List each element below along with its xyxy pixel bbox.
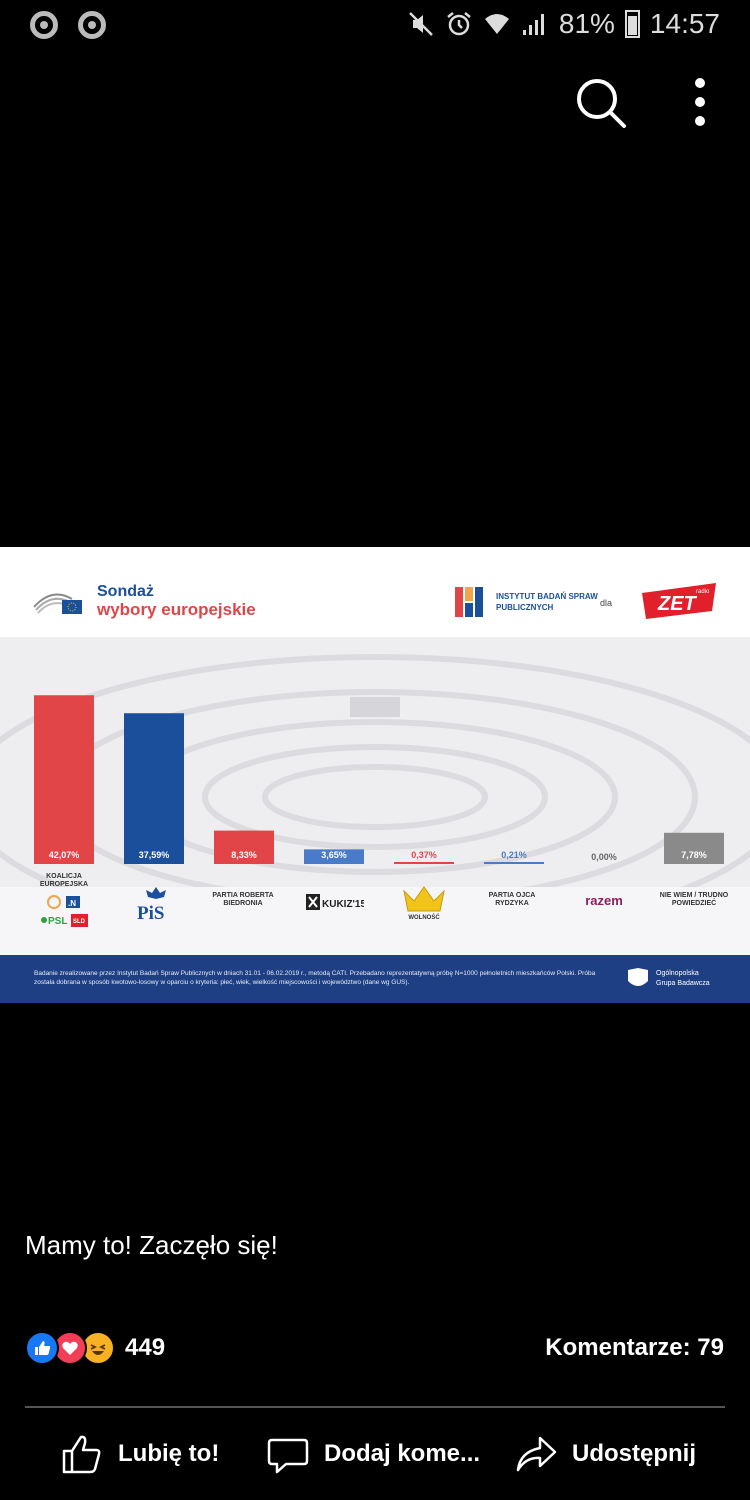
wifi-icon <box>484 14 509 34</box>
bar-value-label-5: 0,21% <box>501 850 527 860</box>
like-label: Lubię to! <box>118 1440 220 1467</box>
kukiz-logo: KUKIZ'15 <box>306 893 366 911</box>
clock: 14:57 <box>649 8 720 39</box>
party-sld-text: SLD <box>73 919 86 925</box>
share-label: Udostępnij <box>572 1440 696 1467</box>
bar-4 <box>394 862 454 864</box>
bar-value-label-1: 37,59% <box>139 850 170 860</box>
bar-3 <box>304 849 364 864</box>
party-label-biedron: PARTIA ROBERTA BIEDRONIA <box>212 892 274 907</box>
battery-percent: 81% <box>558 8 615 39</box>
reactions-count: 449 <box>125 1334 166 1361</box>
bar-1 <box>124 713 184 864</box>
radio-small-text: radio <box>696 589 710 595</box>
ogb-shield-icon <box>628 968 648 986</box>
methodology-note: Badanie zrealizowane przez Instytut Bada… <box>34 970 596 986</box>
institute-name: INSTYTUT BADAŃ SPRAW PUBLICZNYCH <box>496 592 598 612</box>
like-button[interactable]: Lubię to! <box>60 1424 219 1484</box>
wolnosc-logo-text: WOLNOŚĆ <box>408 913 440 921</box>
party-n-text: .N <box>68 899 76 908</box>
search-icon[interactable] <box>574 76 628 130</box>
party-psl-text: PSL <box>48 916 67 927</box>
infographic-header: Sondaż wybory europejskie INSTYTUT BADAŃ… <box>0 547 750 637</box>
poll-infographic[interactable]: Sondaż wybory europejskie INSTYTUT BADAŃ… <box>0 547 750 1003</box>
alarm-icon <box>447 12 471 36</box>
mute-icon <box>408 12 433 36</box>
comments-count-link[interactable]: Komentarze: 79 <box>545 1334 724 1361</box>
bar-value-label-3: 3,65% <box>321 850 347 860</box>
bar-value-label-4: 0,37% <box>411 850 437 860</box>
status-bar: 81% 14:57 <box>0 0 750 52</box>
post-text: Mamy to! Zaczęło się! <box>25 1230 278 1260</box>
radio-zet-text: ZET <box>657 593 698 615</box>
ogb-name: Ogólnopolska Grupa Badawcza <box>656 969 736 989</box>
kukiz-logo-text: KUKIZ'15 <box>322 899 364 910</box>
for-label: dla <box>600 598 613 608</box>
koalicja-logos: .N PSL SLD <box>40 895 90 929</box>
party-label-rydzyk: PARTIA OJCA RYDZYKA <box>488 892 536 907</box>
bar-value-label-6: 0,00% <box>591 852 617 862</box>
bar-5 <box>484 862 544 864</box>
razem-logo: razem <box>585 893 623 908</box>
parliament-background <box>0 637 750 955</box>
thumbs-up-icon <box>62 1435 101 1474</box>
bar-7 <box>664 832 724 864</box>
post-actions: Lubię to! Dodaj kome... Udostępnij <box>0 1424 750 1484</box>
bar-0 <box>34 695 94 864</box>
more-options-icon[interactable] <box>688 78 712 126</box>
infographic-footer: Badanie zrealizowane przez Instytut Bada… <box>0 955 750 1003</box>
battery-icon <box>624 10 640 38</box>
infographic-title-line1: Sondaż <box>97 583 154 600</box>
comment-button[interactable]: Dodaj kome... <box>266 1424 480 1484</box>
bar-value-label-7: 7,78% <box>681 850 707 860</box>
bar-value-label-0: 42,07% <box>49 850 80 860</box>
share-icon <box>516 1436 557 1472</box>
wolnosc-logo: WOLNOŚĆ <box>400 885 448 921</box>
bar-2 <box>214 830 274 864</box>
comment-label: Dodaj kome... <box>324 1440 481 1467</box>
chrome-notification-icon <box>78 11 106 39</box>
ibsp-logo <box>455 587 483 617</box>
poll-bar-chart: 42,07% 37,59% 8,33% 3,65% 0,37% 0,21% 0,00% 7,7… <box>34 695 724 864</box>
divider <box>25 1406 725 1408</box>
radio-zet-logo: ZET radio <box>642 583 716 619</box>
infographic-title-line2: wybory europejskie <box>97 600 256 619</box>
share-button[interactable]: Udostępnij <box>514 1424 696 1484</box>
bar-value-label-2: 8,33% <box>231 850 257 860</box>
pis-logo-text: PiS <box>137 903 164 923</box>
party-label-koalicja: KOALICJA EUROPEJSKA <box>39 873 89 888</box>
pis-logo: PiS <box>134 885 178 924</box>
like-reaction-icon <box>25 1331 59 1365</box>
comment-icon <box>267 1438 309 1474</box>
eu-parliament-logo <box>33 593 82 614</box>
ogb-name-line1: Ogólnopolska <box>656 970 699 977</box>
ogb-name-line2: Grupa Badawcza <box>656 980 710 987</box>
chrome-notification-icon <box>30 11 58 39</box>
reactions-summary[interactable]: 449 <box>25 1330 165 1366</box>
signal-icon <box>522 14 544 35</box>
party-label-undecided: NIE WIEM / TRUDNO POWIEDZIEĆ <box>659 892 729 907</box>
